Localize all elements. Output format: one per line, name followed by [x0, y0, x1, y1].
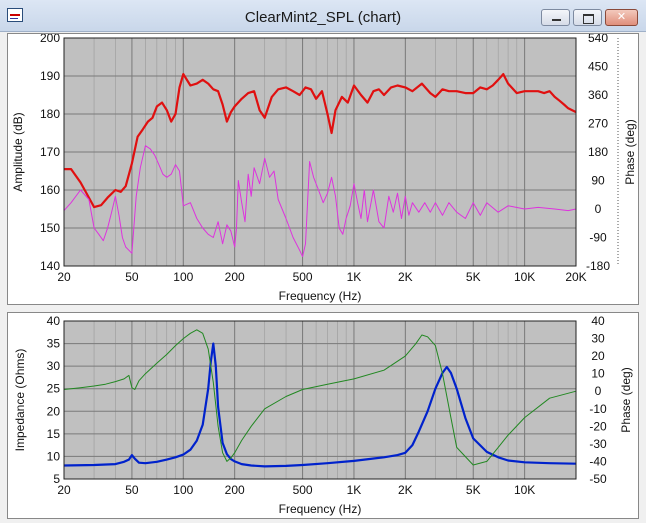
y-tick-label: 190	[40, 69, 60, 83]
y2-tick-label: -40	[589, 454, 607, 468]
plot-frame	[63, 320, 577, 480]
spl-chart: 20 50 100 200 500 1K 2K 5K 10K 20K 140 150 160 170 180…	[11, 34, 637, 303]
y2-tick-label: 30	[591, 332, 605, 346]
y2-tick-label: -20	[589, 419, 607, 433]
spl-chart-pane[interactable]: 20 50 100 200 500 1K 2K 5K 10K 20K 140 150 160 170 180…	[7, 33, 639, 305]
y-tick-label: 30	[47, 359, 61, 373]
x-tick-label: 50	[125, 483, 139, 497]
minimize-button[interactable]	[541, 9, 570, 26]
x-tick-label: 1K	[347, 270, 362, 284]
x-tick-label: 5K	[466, 270, 481, 284]
x-tick-label: 100	[173, 483, 193, 497]
x-tick-label: 2K	[398, 483, 413, 497]
x-axis-label: Frequency (Hz)	[279, 502, 362, 516]
y-tick-label: 20	[47, 404, 61, 418]
x-tick-label: 20	[57, 483, 71, 497]
impedance-chart-pane[interactable]: 20 50 100 200 500 1K 2K 5K 10K 5 10 15 20 25 30 35 40 -50…	[7, 312, 639, 519]
y-tick-label: 150	[40, 221, 60, 235]
y-tick-label: 140	[40, 259, 60, 273]
impedance-chart: 20 50 100 200 500 1K 2K 5K 10K510152025303540-50…	[13, 314, 633, 516]
x-tick-label: 5K	[466, 483, 481, 497]
y-tick-label: 10	[47, 449, 61, 463]
x-tick-label: 1K	[347, 483, 362, 497]
y2-tick-label: 40	[591, 314, 605, 328]
y-axis-label: Amplitude (dB)	[11, 112, 25, 191]
close-button[interactable]	[605, 9, 638, 26]
y2-tick-label: 0	[595, 202, 602, 216]
y2-axis-label: Phase (deg)	[623, 119, 637, 184]
y2-tick-label: -50	[589, 472, 607, 486]
x-tick-label: 50	[125, 270, 139, 284]
y2-tick-label: 270	[588, 117, 608, 131]
window-title: ClearMint2_SPL (chart)	[244, 9, 402, 26]
series-line-1	[63, 329, 577, 466]
series-line-0	[63, 342, 577, 468]
y2-tick-label: 0	[595, 384, 602, 398]
chart-app-icon	[7, 8, 23, 22]
x-tick-label: 2K	[398, 270, 413, 284]
y2-tick-label: 180	[588, 145, 608, 159]
y2-tick-label: 10	[591, 367, 605, 381]
y2-tick-label: -30	[589, 437, 607, 451]
y2-tick-label: 90	[591, 174, 605, 188]
x-tick-label: 20K	[565, 270, 586, 284]
y-tick-label: 200	[40, 34, 60, 45]
x-tick-label: 20	[57, 270, 71, 284]
x-axis-label: Frequency (Hz)	[279, 289, 362, 303]
y-tick-label: 15	[47, 427, 61, 441]
y2-tick-label: -10	[589, 402, 607, 416]
y-tick-label: 40	[47, 314, 61, 328]
title-bar[interactable]: ClearMint2_SPL (chart)	[0, 0, 646, 32]
plot-frame	[63, 37, 577, 267]
x-tick-label: 10K	[514, 270, 535, 284]
y-tick-label: 5	[53, 472, 60, 486]
x-tick-label: 10K	[514, 483, 535, 497]
y-tick-label: 170	[40, 145, 60, 159]
x-tick-label: 500	[293, 270, 313, 284]
y2-tick-label: 540	[588, 34, 608, 45]
series-line-1	[63, 145, 577, 257]
x-tick-label: 200	[225, 483, 245, 497]
restore-button[interactable]	[573, 9, 602, 26]
y2-tick-label: 450	[588, 60, 608, 74]
y-tick-label: 160	[40, 183, 60, 197]
x-tick-label: 500	[293, 483, 313, 497]
y2-tick-label: 20	[591, 349, 605, 363]
x-tick-label: 100	[173, 270, 193, 284]
y2-tick-label: -180	[586, 259, 610, 273]
y-axis-label: Impedance (Ohms)	[13, 349, 27, 452]
x-tick-label: 200	[225, 270, 245, 284]
plot-area	[63, 320, 577, 480]
y2-tick-label: -90	[589, 231, 607, 245]
y2-tick-label: 360	[588, 88, 608, 102]
y-tick-label: 35	[47, 337, 61, 351]
series-line-0	[64, 72, 577, 209]
y-tick-label: 25	[47, 382, 61, 396]
y2-axis-label: Phase (deg)	[619, 367, 633, 432]
y-tick-label: 180	[40, 107, 60, 121]
